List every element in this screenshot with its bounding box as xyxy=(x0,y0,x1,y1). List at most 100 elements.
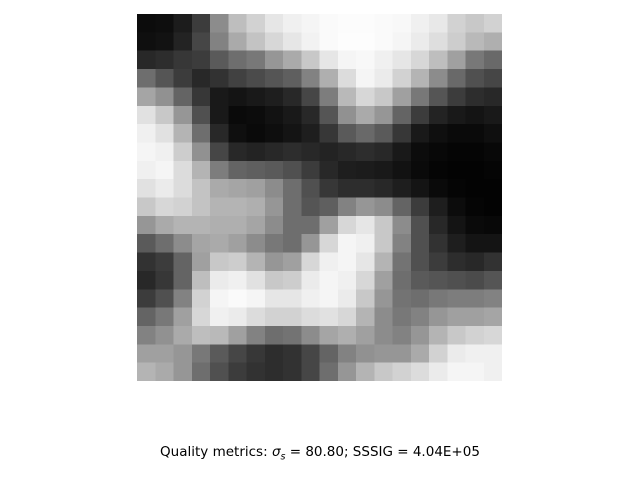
pixel-cell xyxy=(137,362,156,381)
pixel-cell xyxy=(155,160,174,180)
pixel-cell xyxy=(374,270,393,290)
pixel-cell xyxy=(283,270,302,290)
pixel-cell xyxy=(319,50,339,70)
pixel-cell xyxy=(319,325,339,345)
pixel-cell xyxy=(374,14,393,33)
pixel-cell xyxy=(429,179,448,198)
pixel-cell xyxy=(429,142,448,162)
pixel-cell xyxy=(374,234,393,253)
pixel-cell xyxy=(228,179,247,198)
pixel-cell xyxy=(356,344,375,364)
pixel-cell xyxy=(155,362,174,381)
pixel-cell xyxy=(483,197,502,217)
pixel-cell xyxy=(283,325,302,345)
pixel-cell xyxy=(191,32,211,52)
pixel-cell xyxy=(465,87,485,107)
pixel-cell xyxy=(356,307,375,327)
pixel-cell xyxy=(173,69,193,88)
pixel-cell xyxy=(155,215,174,235)
pixel-cell xyxy=(264,325,284,345)
pixel-cell xyxy=(465,362,485,381)
pixel-cell xyxy=(137,270,156,290)
pixel-cell xyxy=(392,215,412,235)
pixel-cell xyxy=(228,307,247,327)
pixel-cell xyxy=(228,14,247,33)
pixel-cell xyxy=(319,14,339,33)
pixel-cell xyxy=(356,14,375,33)
pixel-cell xyxy=(392,344,412,364)
pixel-cell xyxy=(264,270,284,290)
pixel-cell xyxy=(246,289,266,308)
pixel-cell xyxy=(264,105,284,125)
pixel-cell xyxy=(137,252,156,272)
pixel-cell xyxy=(137,215,156,235)
pixel-cell xyxy=(392,14,412,33)
pixel-cell xyxy=(246,14,266,33)
pixel-cell xyxy=(429,69,448,88)
pixel-cell xyxy=(374,215,393,235)
pixel-cell xyxy=(356,32,375,52)
pixel-cell xyxy=(319,105,339,125)
pixel-cell xyxy=(283,87,302,107)
pixel-cell xyxy=(410,252,430,272)
pixel-cell xyxy=(447,307,466,327)
pixel-cell xyxy=(137,307,156,327)
pixel-cell xyxy=(447,87,466,107)
pixel-cell xyxy=(483,179,502,198)
pixel-cell xyxy=(392,270,412,290)
pixel-cell xyxy=(191,50,211,70)
pixel-cell xyxy=(137,179,156,198)
pixel-cell xyxy=(210,160,229,180)
pixel-cell xyxy=(374,142,393,162)
pixel-cell xyxy=(210,215,229,235)
pixel-cell xyxy=(137,32,156,52)
pixel-cell xyxy=(410,69,430,88)
pixel-cell xyxy=(173,344,193,364)
pixel-cell xyxy=(337,69,357,88)
pixel-cell xyxy=(374,307,393,327)
pixel-cell xyxy=(319,160,339,180)
pixel-cell xyxy=(137,344,156,364)
pixel-cell xyxy=(228,234,247,253)
pixel-cell xyxy=(356,215,375,235)
pixel-cell xyxy=(228,362,247,381)
pixel-cell xyxy=(429,270,448,290)
pixel-cell xyxy=(447,142,466,162)
quality-metrics-caption: Quality metrics: σs = 80.80; SSSIG = 4.0… xyxy=(0,444,640,462)
sigma-symbol: σ xyxy=(271,444,281,460)
pixel-cell xyxy=(429,325,448,345)
pixel-cell xyxy=(210,14,229,33)
pixel-cell xyxy=(191,160,211,180)
pixel-cell xyxy=(429,32,448,52)
pixel-cell xyxy=(173,325,193,345)
pixel-cell xyxy=(392,179,412,198)
pixel-cell xyxy=(246,87,266,107)
pixel-cell xyxy=(228,32,247,52)
pixel-cell xyxy=(191,14,211,33)
pixel-cell xyxy=(392,197,412,217)
pixel-cell xyxy=(191,252,211,272)
pixel-cell xyxy=(356,105,375,125)
pixel-cell xyxy=(447,289,466,308)
pixel-cell xyxy=(337,362,357,381)
pixel-cell xyxy=(246,105,266,125)
pixel-cell xyxy=(410,270,430,290)
pixel-cell xyxy=(392,160,412,180)
pixel-cell xyxy=(228,105,247,125)
pixel-cell xyxy=(301,234,320,253)
pixel-cell xyxy=(301,32,320,52)
pixel-cell xyxy=(465,270,485,290)
pixel-cell xyxy=(228,289,247,308)
pixel-cell xyxy=(155,87,174,107)
pixel-cell xyxy=(374,252,393,272)
pixel-cell xyxy=(210,197,229,217)
pixel-cell xyxy=(410,215,430,235)
pixel-cell xyxy=(392,124,412,143)
pixel-cell xyxy=(447,325,466,345)
pixel-cell xyxy=(429,14,448,33)
pixel-cell xyxy=(173,289,193,308)
pixel-cell xyxy=(483,124,502,143)
pixel-cell xyxy=(337,160,357,180)
pixel-cell xyxy=(246,69,266,88)
pixel-cell xyxy=(301,362,320,381)
